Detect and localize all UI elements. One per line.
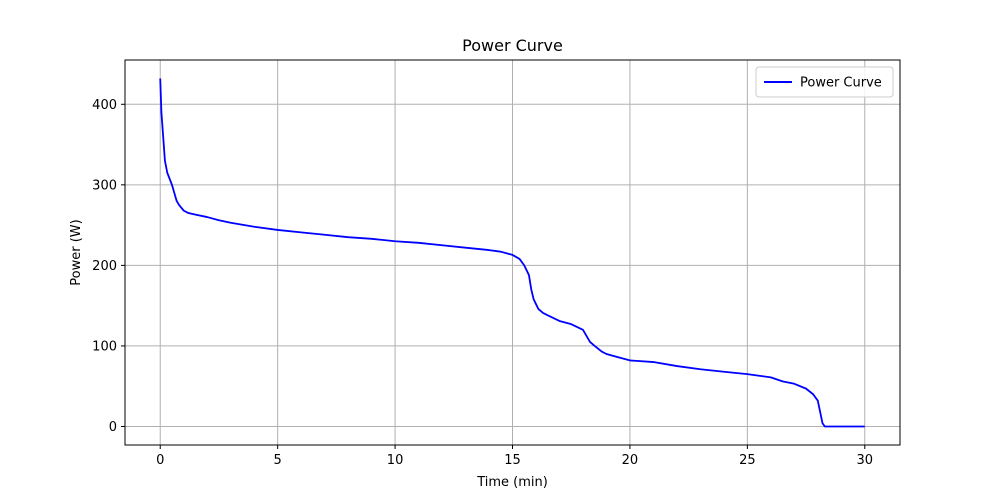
x-tick-label: 15 — [504, 453, 521, 468]
x-tick-label: 5 — [274, 453, 282, 468]
x-tick-label: 10 — [387, 453, 404, 468]
x-tick-label: 0 — [156, 453, 164, 468]
series-line-power-curve — [159, 78, 865, 428]
legend-label: Power Curve — [800, 76, 882, 91]
y-tick-label: 400 — [92, 98, 117, 113]
legend-box — [755, 66, 894, 98]
series-lines — [159, 78, 865, 428]
x-tick-label: 30 — [856, 453, 873, 468]
x-tick-label: 20 — [622, 453, 639, 468]
y-tick-label: 200 — [92, 259, 117, 274]
chart-title: Power Curve — [462, 36, 563, 55]
y-tick-label: 100 — [92, 339, 117, 354]
y-tick-label: 0 — [109, 420, 117, 435]
x-axis-title: Time (min) — [476, 475, 548, 490]
grid-lines — [125, 60, 900, 445]
legend: Power Curve — [755, 66, 894, 98]
y-tick-label: 300 — [92, 178, 117, 193]
x-tick-label: 25 — [739, 453, 756, 468]
y-axis-title: Power (W) — [69, 219, 84, 285]
